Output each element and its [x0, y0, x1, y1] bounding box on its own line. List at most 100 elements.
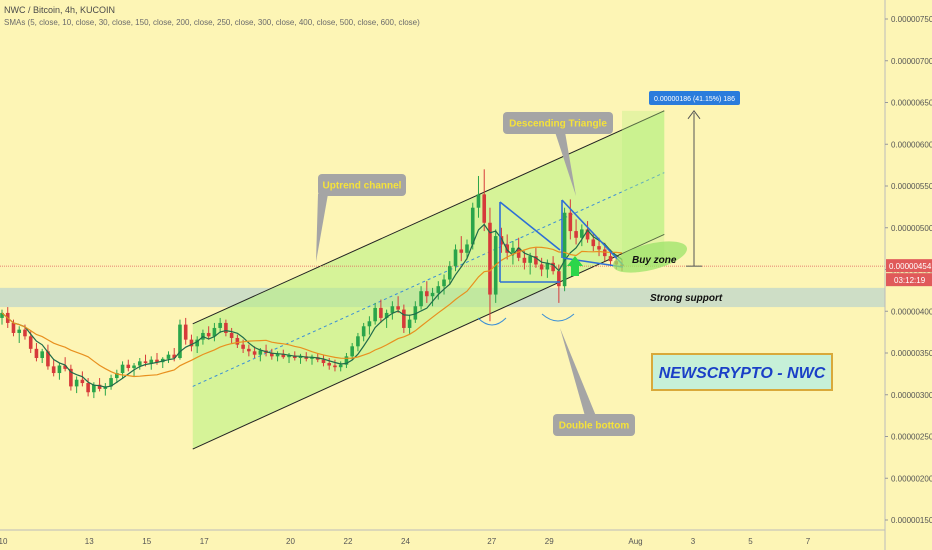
candle: [74, 376, 79, 394]
y-tick-label: 0.00000250: [891, 433, 932, 442]
candle-body: [597, 246, 601, 250]
brand-badge: NEWSCRYPTO - NWC: [651, 353, 833, 391]
candle: [482, 169, 487, 232]
candle-body: [545, 262, 550, 270]
price-tag-label: 0.00000454: [889, 262, 932, 271]
candle-body: [344, 356, 349, 365]
candle-body: [46, 351, 50, 367]
y-tick-label: 0.00000750: [891, 15, 932, 24]
sma-legend: SMAs (5, close, 10, close, 30, close, 15…: [4, 18, 420, 27]
sma-fast-line: [1, 223, 623, 388]
candle: [310, 354, 314, 365]
x-tick-label: 27: [487, 537, 496, 546]
uptrend-channel-callout: Uptrend channel: [316, 174, 406, 262]
candle-body: [143, 361, 148, 364]
candle-body: [287, 355, 291, 358]
candle: [275, 351, 280, 362]
candle-body: [608, 256, 613, 262]
candle-body: [270, 353, 274, 357]
brand-box: [651, 353, 833, 391]
candle-body: [149, 359, 154, 364]
candle: [247, 344, 251, 357]
candle-body: [275, 353, 280, 357]
callout-tail: [555, 132, 576, 196]
countdown-tag: [886, 273, 932, 287]
measure-label: 0.00000186 (41.15%) 186: [649, 91, 740, 105]
candle: [63, 357, 67, 372]
candle-body: [166, 354, 171, 359]
candle-body: [402, 309, 406, 328]
candle-body: [499, 236, 504, 245]
candle-body: [235, 337, 240, 345]
buy-zone-label: Buy zone: [632, 255, 677, 266]
candle-body: [137, 361, 142, 366]
candle: [327, 358, 332, 370]
candle-body: [206, 332, 211, 337]
candle-body: [453, 249, 458, 267]
candle-body: [247, 348, 251, 352]
candle-body: [574, 231, 578, 238]
buy-zone-ellipse: [612, 241, 688, 273]
candle: [166, 351, 171, 364]
candle: [80, 371, 85, 387]
candle: [109, 374, 113, 390]
candle-body: [470, 207, 475, 245]
callout-box: [318, 174, 406, 196]
y-tick-label: 0.00000150: [891, 516, 932, 525]
x-tick-label: 17: [200, 537, 209, 546]
candle-body: [241, 344, 245, 349]
candle: [585, 221, 590, 243]
candle-body: [430, 292, 435, 297]
candle-body: [591, 239, 596, 247]
candle-body: [447, 266, 452, 280]
x-tick-label: 10: [0, 537, 8, 546]
callout-label: Double bottom: [559, 421, 630, 432]
candle-body: [109, 378, 113, 387]
y-tick-label: 0.00000650: [891, 99, 932, 108]
candle: [183, 317, 188, 345]
candle-body: [281, 353, 286, 358]
candle: [321, 355, 326, 367]
candle-body: [63, 365, 67, 369]
candle-body: [602, 249, 607, 257]
descending-triangle-callout: Descending Triangle: [503, 112, 613, 196]
candle-body: [178, 324, 182, 359]
candle-body: [407, 319, 412, 328]
candle-body: [86, 383, 90, 393]
candle-body: [384, 312, 389, 318]
candle: [453, 244, 458, 272]
candle-body: [528, 256, 532, 263]
candle-body: [195, 339, 199, 347]
candle-body: [17, 329, 22, 333]
candle-body: [310, 357, 314, 359]
y-tick-label: 0.00000300: [891, 391, 932, 400]
x-tick-label: 15: [142, 537, 151, 546]
candle-body: [459, 249, 464, 253]
candle-body: [155, 359, 159, 363]
triangle-upper-edge: [499, 201, 561, 251]
candle: [580, 224, 584, 247]
candle-body: [568, 212, 573, 232]
up-arrow-icon: [567, 256, 583, 276]
candle-body: [396, 306, 400, 310]
candle-body: [436, 286, 441, 293]
brand-label: NEWSCRYPTO - NWC: [659, 365, 826, 382]
candle: [568, 199, 573, 240]
candle: [69, 364, 73, 391]
measure-label-box: [649, 91, 740, 105]
x-tick-label: 29: [545, 537, 554, 546]
candle: [516, 237, 521, 262]
symbol-title: NWC / Bitcoin, 4h, KUCOIN: [4, 5, 116, 15]
candle-body: [57, 365, 62, 374]
callout-box: [553, 414, 635, 436]
candle: [419, 286, 423, 310]
candle-body: [229, 332, 234, 338]
candle: [505, 234, 509, 260]
candle-body: [212, 327, 217, 337]
double-bottom-arc: [541, 313, 575, 322]
candle: [390, 301, 395, 320]
double-bottom-arc: [477, 317, 507, 326]
candle: [212, 322, 217, 342]
candle-body: [505, 244, 509, 253]
